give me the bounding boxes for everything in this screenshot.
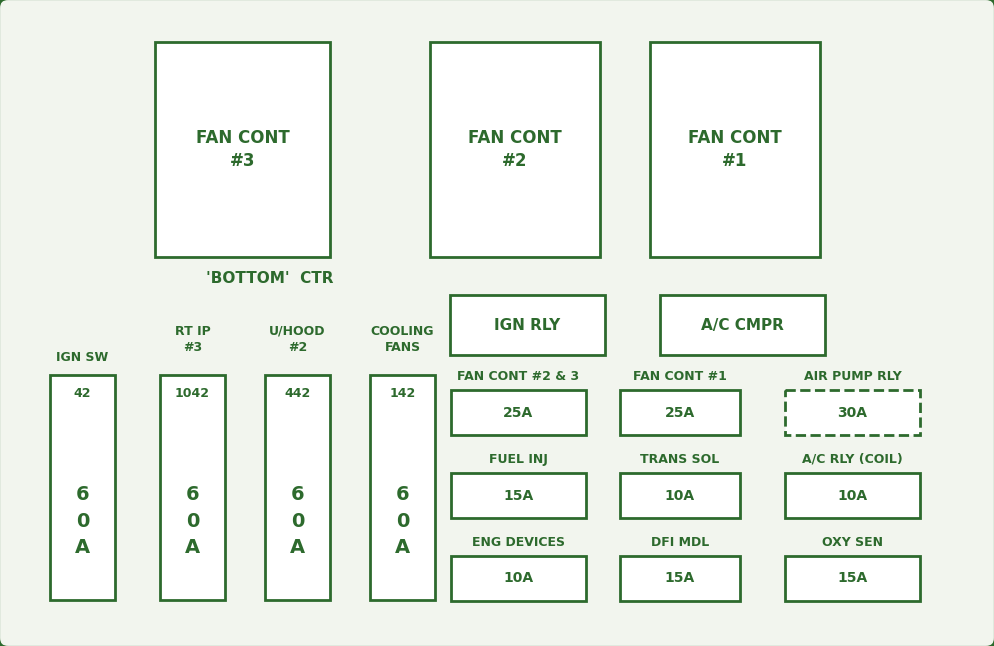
Text: 10A: 10A <box>503 572 534 585</box>
Text: 30A: 30A <box>838 406 868 419</box>
Bar <box>265 375 330 600</box>
Text: 442: 442 <box>284 386 310 399</box>
Text: OXY SEN: OXY SEN <box>822 536 883 548</box>
Text: 1042: 1042 <box>175 386 210 399</box>
Text: FUEL INJ: FUEL INJ <box>489 452 548 466</box>
Bar <box>650 42 820 257</box>
Text: IGN SW: IGN SW <box>57 351 108 364</box>
Text: FAN CONT #2 & 3: FAN CONT #2 & 3 <box>457 370 580 382</box>
Bar <box>660 295 825 355</box>
Text: 15A: 15A <box>665 572 695 585</box>
Text: 6
0
A: 6 0 A <box>290 485 305 557</box>
Text: A/C RLY (COIL): A/C RLY (COIL) <box>802 452 903 466</box>
Text: 6
0
A: 6 0 A <box>185 485 200 557</box>
Bar <box>620 473 740 518</box>
Text: COOLING
FANS: COOLING FANS <box>371 324 434 353</box>
Text: FAN CONT
#2: FAN CONT #2 <box>468 129 562 171</box>
Text: 15A: 15A <box>503 488 534 503</box>
Text: FAN CONT
#3: FAN CONT #3 <box>196 129 289 171</box>
Bar <box>620 390 740 435</box>
Text: ENG DEVICES: ENG DEVICES <box>472 536 565 548</box>
Text: IGN RLY: IGN RLY <box>494 317 561 333</box>
Text: FAN CONT
#1: FAN CONT #1 <box>688 129 782 171</box>
Text: 10A: 10A <box>837 488 868 503</box>
Text: 25A: 25A <box>503 406 534 419</box>
Text: 25A: 25A <box>665 406 695 419</box>
Text: AIR PUMP RLY: AIR PUMP RLY <box>803 370 902 382</box>
Bar <box>450 295 605 355</box>
Bar <box>50 375 115 600</box>
Text: FAN CONT #1: FAN CONT #1 <box>633 370 727 382</box>
Bar <box>155 42 330 257</box>
Text: 6
0
A: 6 0 A <box>395 485 411 557</box>
Bar <box>451 556 586 601</box>
Text: 15A: 15A <box>837 572 868 585</box>
Bar <box>620 556 740 601</box>
Text: 'BOTTOM'  CTR: 'BOTTOM' CTR <box>206 271 334 286</box>
Text: A/C CMPR: A/C CMPR <box>701 317 784 333</box>
Text: 42: 42 <box>74 386 91 399</box>
Bar <box>370 375 435 600</box>
Text: 6
0
A: 6 0 A <box>75 485 90 557</box>
Text: DFI MDL: DFI MDL <box>651 536 709 548</box>
Text: 10A: 10A <box>665 488 695 503</box>
Bar <box>785 556 920 601</box>
Bar <box>785 390 920 435</box>
Text: RT IP
#3: RT IP #3 <box>175 324 211 353</box>
Bar <box>451 390 586 435</box>
Text: TRANS SOL: TRANS SOL <box>640 452 720 466</box>
Text: 142: 142 <box>390 386 415 399</box>
Bar <box>785 473 920 518</box>
Bar <box>160 375 225 600</box>
Bar <box>451 473 586 518</box>
Bar <box>430 42 600 257</box>
Text: U/HOOD
#2: U/HOOD #2 <box>269 324 326 353</box>
